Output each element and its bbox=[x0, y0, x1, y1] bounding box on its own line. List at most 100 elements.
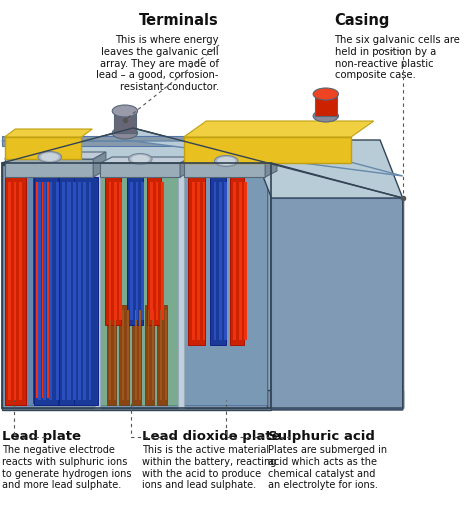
Polygon shape bbox=[219, 182, 222, 340]
Polygon shape bbox=[132, 305, 141, 405]
Polygon shape bbox=[19, 182, 22, 400]
Ellipse shape bbox=[112, 127, 137, 139]
Ellipse shape bbox=[131, 155, 149, 163]
Polygon shape bbox=[315, 94, 337, 116]
Polygon shape bbox=[83, 182, 86, 400]
Polygon shape bbox=[5, 159, 93, 177]
Polygon shape bbox=[95, 163, 100, 408]
Polygon shape bbox=[5, 177, 26, 405]
Polygon shape bbox=[2, 165, 272, 410]
Polygon shape bbox=[210, 177, 226, 345]
Polygon shape bbox=[234, 182, 236, 340]
Polygon shape bbox=[184, 137, 351, 163]
Polygon shape bbox=[74, 177, 96, 405]
Ellipse shape bbox=[38, 152, 62, 163]
Text: Terminals: Terminals bbox=[139, 13, 219, 28]
Ellipse shape bbox=[217, 157, 235, 165]
Polygon shape bbox=[53, 177, 74, 405]
Polygon shape bbox=[14, 182, 16, 400]
Polygon shape bbox=[68, 182, 71, 400]
Polygon shape bbox=[272, 390, 403, 408]
Polygon shape bbox=[2, 390, 272, 408]
Polygon shape bbox=[5, 129, 92, 137]
Polygon shape bbox=[249, 140, 403, 198]
Polygon shape bbox=[122, 310, 124, 400]
Polygon shape bbox=[5, 177, 26, 405]
Polygon shape bbox=[5, 137, 82, 159]
Polygon shape bbox=[114, 310, 116, 400]
Polygon shape bbox=[135, 310, 137, 400]
Polygon shape bbox=[136, 182, 138, 320]
Polygon shape bbox=[33, 177, 55, 403]
Polygon shape bbox=[78, 182, 81, 400]
Polygon shape bbox=[141, 182, 144, 320]
Polygon shape bbox=[224, 182, 227, 340]
Polygon shape bbox=[244, 182, 247, 340]
Polygon shape bbox=[2, 163, 272, 408]
Polygon shape bbox=[42, 182, 45, 398]
Polygon shape bbox=[114, 111, 136, 133]
Polygon shape bbox=[2, 136, 272, 146]
Polygon shape bbox=[192, 182, 194, 340]
Polygon shape bbox=[107, 305, 116, 405]
Polygon shape bbox=[74, 177, 98, 405]
Ellipse shape bbox=[313, 110, 338, 122]
Text: Sulphuric acid: Sulphuric acid bbox=[268, 430, 375, 443]
Polygon shape bbox=[14, 182, 16, 400]
Polygon shape bbox=[119, 305, 128, 405]
Polygon shape bbox=[214, 182, 216, 340]
Polygon shape bbox=[2, 165, 403, 200]
Polygon shape bbox=[109, 182, 111, 320]
Polygon shape bbox=[150, 182, 153, 320]
Text: Casing: Casing bbox=[335, 13, 390, 28]
Polygon shape bbox=[184, 163, 265, 177]
Polygon shape bbox=[5, 152, 106, 159]
Polygon shape bbox=[127, 177, 143, 325]
Polygon shape bbox=[38, 182, 41, 400]
Polygon shape bbox=[272, 198, 403, 408]
Polygon shape bbox=[265, 157, 277, 177]
Polygon shape bbox=[147, 310, 149, 400]
Polygon shape bbox=[89, 182, 91, 400]
Polygon shape bbox=[145, 305, 154, 405]
Polygon shape bbox=[105, 177, 121, 325]
Polygon shape bbox=[2, 165, 267, 408]
Polygon shape bbox=[47, 182, 50, 398]
Text: Plates are submerged in
acid which acts as the
chemical catalyst and
an electrol: Plates are submerged in acid which acts … bbox=[268, 445, 387, 490]
Polygon shape bbox=[93, 152, 106, 177]
Polygon shape bbox=[100, 157, 192, 163]
Polygon shape bbox=[8, 182, 11, 400]
Polygon shape bbox=[164, 310, 166, 400]
Polygon shape bbox=[188, 177, 204, 345]
Polygon shape bbox=[114, 182, 117, 320]
Polygon shape bbox=[2, 128, 403, 198]
Polygon shape bbox=[73, 182, 76, 400]
Polygon shape bbox=[109, 310, 111, 400]
Polygon shape bbox=[184, 157, 277, 163]
Ellipse shape bbox=[313, 88, 338, 100]
Polygon shape bbox=[180, 157, 192, 177]
Polygon shape bbox=[83, 182, 86, 400]
Polygon shape bbox=[127, 310, 128, 400]
Polygon shape bbox=[36, 182, 39, 398]
Polygon shape bbox=[56, 182, 59, 400]
Polygon shape bbox=[59, 177, 82, 405]
Polygon shape bbox=[272, 165, 285, 408]
Text: This is the active material
within the battery, reacting
with the acid to produc: This is the active material within the b… bbox=[142, 445, 276, 490]
Polygon shape bbox=[197, 182, 200, 340]
Polygon shape bbox=[239, 182, 242, 340]
Polygon shape bbox=[203, 182, 205, 340]
Polygon shape bbox=[161, 182, 164, 320]
Polygon shape bbox=[155, 182, 158, 320]
Polygon shape bbox=[178, 163, 184, 408]
Polygon shape bbox=[2, 141, 403, 176]
Ellipse shape bbox=[112, 105, 137, 117]
Polygon shape bbox=[272, 165, 403, 410]
Text: The negative electrode
reacts with sulphuric ions
to generate hydrogen ions
and : The negative electrode reacts with sulph… bbox=[2, 445, 132, 490]
Polygon shape bbox=[35, 177, 58, 405]
Polygon shape bbox=[139, 310, 141, 400]
Polygon shape bbox=[49, 182, 52, 400]
Polygon shape bbox=[100, 163, 180, 177]
Text: The six galvanic cells are
held in position by a
non-reactive plastic
composite : The six galvanic cells are held in posit… bbox=[335, 35, 460, 80]
Polygon shape bbox=[5, 177, 95, 405]
